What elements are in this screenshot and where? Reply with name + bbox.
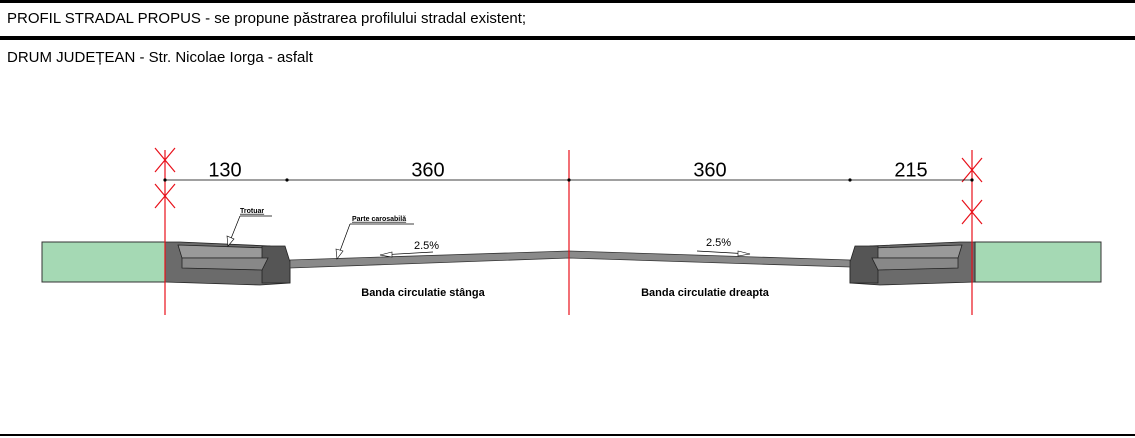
top-rule	[0, 0, 1135, 3]
dimension: 360	[693, 159, 726, 181]
dimension: 130	[208, 159, 241, 181]
roadway	[289, 250, 851, 269]
dimension: 215	[894, 159, 927, 181]
bottom-rule	[0, 434, 1135, 436]
callout: Trotuar	[240, 208, 264, 215]
dimension-ticks	[163, 178, 974, 182]
verge	[41, 241, 166, 283]
sidewalk	[164, 241, 291, 286]
slope: 2.5%	[706, 237, 731, 249]
rule	[0, 36, 1135, 40]
x-marks	[154, 147, 983, 225]
callout: Parte carosabilă	[352, 216, 406, 223]
leader-arrow	[226, 235, 235, 247]
sidewalk	[849, 241, 976, 286]
slope: 2.5%	[414, 240, 439, 252]
slope-arrow-head	[737, 250, 751, 257]
verge	[974, 241, 1102, 283]
subtitle: DRUM JUDEȚEAN - Str. Nicolae Iorga - asf…	[7, 49, 314, 66]
leader	[227, 215, 272, 247]
lane-label: Banda circulatie stânga	[361, 287, 485, 299]
title: PROFIL STRADAL PROPUS - se propune păstr…	[7, 10, 526, 27]
leader-arrow	[335, 248, 344, 260]
dimension: 360	[411, 159, 444, 181]
slope-arrow-head	[379, 251, 393, 258]
lane-label: Banda circulatie dreapta	[641, 287, 770, 299]
